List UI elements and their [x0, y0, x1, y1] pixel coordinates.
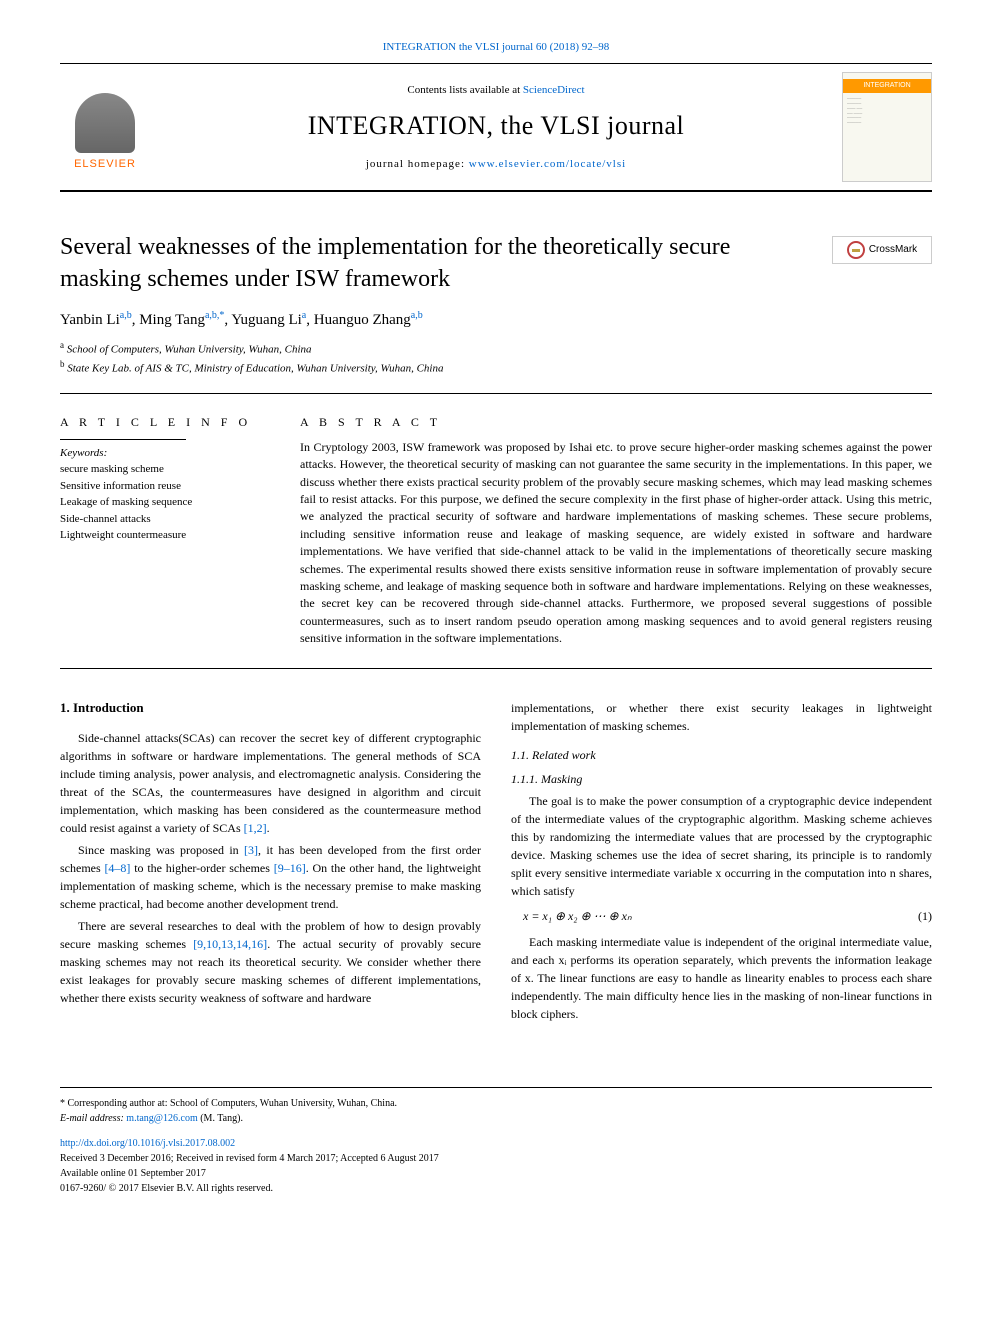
- email-tail: (M. Tang).: [198, 1113, 243, 1124]
- sciencedirect-link[interactable]: ScienceDirect: [523, 84, 585, 96]
- article-info-col: A R T I C L E I N F O Keywords: secure m…: [60, 414, 270, 647]
- abstract-heading: A B S T R A C T: [300, 414, 932, 431]
- para: There are several researches to deal wit…: [60, 917, 481, 1007]
- contents-prefix: Contents lists available at: [407, 84, 522, 96]
- ref-link[interactable]: [9–16]: [274, 861, 306, 875]
- email-link[interactable]: m.tang@126.com: [126, 1113, 197, 1124]
- para-text: to the higher-order schemes: [130, 861, 273, 875]
- footnote-block: * Corresponding author at: School of Com…: [60, 1087, 932, 1126]
- elsevier-wordmark: ELSEVIER: [74, 157, 136, 172]
- rule-bottom: [60, 668, 932, 669]
- para: Side-channel attacks(SCAs) can recover t…: [60, 729, 481, 837]
- crossmark-icon: [847, 241, 865, 259]
- journal-name: INTEGRATION, the VLSI journal: [150, 108, 842, 144]
- contents-line: Contents lists available at ScienceDirec…: [150, 83, 842, 98]
- para-text: Since masking was proposed in: [78, 843, 244, 857]
- cover-thumb-banner: INTEGRATION: [843, 79, 931, 93]
- copyright-line: 0167-9260/ © 2017 Elsevier B.V. All righ…: [60, 1181, 932, 1196]
- received-line: Received 3 December 2016; Received in re…: [60, 1151, 932, 1166]
- masthead: ELSEVIER Contents lists available at Sci…: [60, 63, 932, 192]
- email-line: E-mail address: m.tang@126.com (M. Tang)…: [60, 1111, 932, 1126]
- para-continuation: implementations, or whether there exist …: [511, 699, 932, 735]
- ref-link[interactable]: [9,10,13,14,16]: [193, 937, 267, 951]
- article-title: Several weaknesses of the implementation…: [60, 232, 812, 294]
- equation-1-number: (1): [918, 908, 932, 925]
- para: Since masking was proposed in [3], it ha…: [60, 841, 481, 913]
- homepage-line: journal homepage: www.elsevier.com/locat…: [150, 157, 842, 172]
- authors: Yanbin Lia,b, Ming Tanga,b,*, Yuguang Li…: [60, 309, 932, 331]
- header-citation: INTEGRATION the VLSI journal 60 (2018) 9…: [60, 40, 932, 55]
- equation-1: x = x₁ ⊕ x₂ ⊕ ⋯ ⊕ xₙ: [511, 908, 918, 925]
- section-1-heading: 1. Introduction: [60, 699, 481, 717]
- ref-link[interactable]: [1,2]: [244, 821, 267, 835]
- ref-link[interactable]: [3]: [244, 843, 258, 857]
- header-citation-link[interactable]: INTEGRATION the VLSI journal 60 (2018) 9…: [383, 41, 610, 53]
- homepage-prefix: journal homepage:: [366, 158, 469, 170]
- doi-link[interactable]: http://dx.doi.org/10.1016/j.vlsi.2017.08…: [60, 1138, 235, 1149]
- info-rule: [60, 439, 186, 440]
- equation-row: x = x₁ ⊕ x₂ ⊕ ⋯ ⊕ xₙ (1): [511, 908, 932, 925]
- section-1-1-heading: 1.1. Related work: [511, 747, 932, 764]
- right-column: implementations, or whether there exist …: [511, 699, 932, 1027]
- doi-block: http://dx.doi.org/10.1016/j.vlsi.2017.08…: [60, 1136, 932, 1196]
- elsevier-tree-icon: [75, 93, 135, 153]
- email-label: E-mail address:: [60, 1113, 126, 1124]
- elsevier-logo: ELSEVIER: [60, 82, 150, 172]
- left-column: 1. Introduction Side-channel attacks(SCA…: [60, 699, 481, 1027]
- available-line: Available online 01 September 2017: [60, 1166, 932, 1181]
- para-text: .: [267, 821, 270, 835]
- ref-link[interactable]: [4–8]: [104, 861, 130, 875]
- rule-top: [60, 393, 932, 394]
- abstract-col: A B S T R A C T In Cryptology 2003, ISW …: [300, 414, 932, 647]
- para-text: Side-channel attacks(SCAs) can recover t…: [60, 731, 481, 835]
- cover-thumb-body: ───────────── ──── ─────────────: [843, 93, 931, 130]
- corresponding-author: * Corresponding author at: School of Com…: [60, 1096, 932, 1111]
- affiliations: a School of Computers, Wuhan University,…: [60, 339, 932, 377]
- keywords-heading: Keywords:: [60, 446, 270, 461]
- body-columns: 1. Introduction Side-channel attacks(SCA…: [60, 699, 932, 1027]
- crossmark-label: CrossMark: [869, 243, 917, 257]
- journal-cover-thumb: INTEGRATION ───────────── ──── ─────────…: [842, 72, 932, 182]
- para: Each masking intermediate value is indep…: [511, 933, 932, 1023]
- article-info-heading: A R T I C L E I N F O: [60, 414, 270, 431]
- para: The goal is to make the power consumptio…: [511, 792, 932, 900]
- crossmark-badge[interactable]: CrossMark: [832, 236, 932, 264]
- keywords-list: secure masking schemeSensitive informati…: [60, 461, 270, 544]
- abstract-text: In Cryptology 2003, ISW framework was pr…: [300, 439, 932, 648]
- section-1-1-1-heading: 1.1.1. Masking: [511, 771, 932, 788]
- homepage-link[interactable]: www.elsevier.com/locate/vlsi: [469, 158, 626, 170]
